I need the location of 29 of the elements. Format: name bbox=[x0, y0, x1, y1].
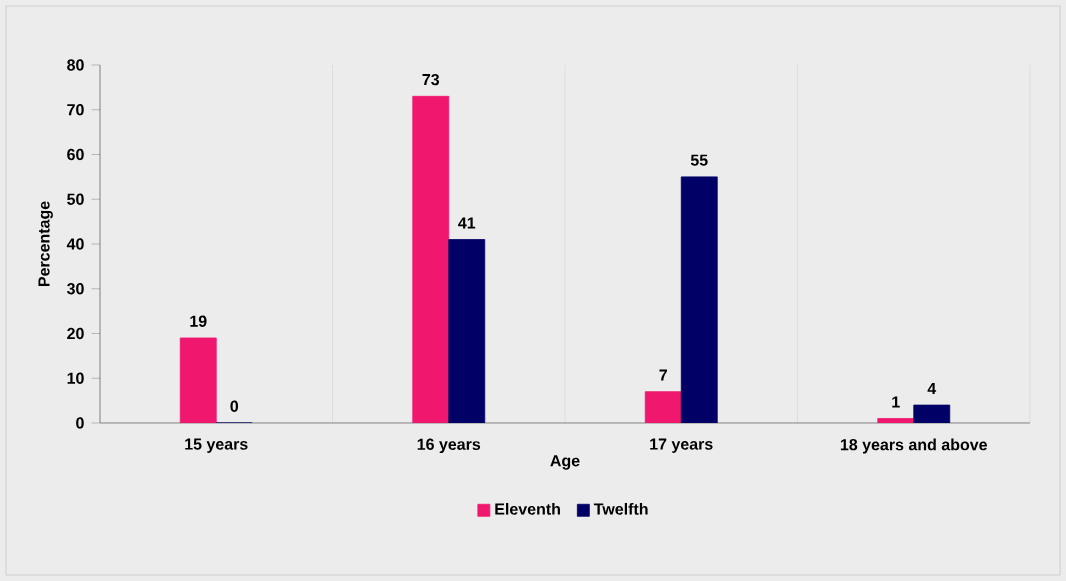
y-tick-label: 70 bbox=[67, 104, 84, 116]
y-tick-label: 80 bbox=[67, 59, 84, 71]
x-tick-label: 16 years bbox=[417, 438, 481, 454]
x-tick-label: 18 years and above bbox=[840, 438, 987, 454]
bar bbox=[644, 391, 682, 423]
data-label: 73 bbox=[422, 73, 440, 86]
y-axis-title: Percentage bbox=[38, 201, 53, 287]
y-tick-label: 10 bbox=[67, 372, 84, 384]
legend-label: Twelfth bbox=[593, 502, 648, 515]
bar bbox=[179, 337, 217, 423]
data-label: 19 bbox=[190, 315, 207, 327]
y-tick-label: 40 bbox=[66, 238, 84, 250]
bar bbox=[877, 418, 915, 423]
x-tick-label: 17 years bbox=[650, 438, 713, 453]
bar bbox=[412, 95, 450, 423]
data-label: 1 bbox=[892, 396, 900, 408]
x-tick-label: 15 years bbox=[185, 438, 248, 453]
data-label: 7 bbox=[659, 369, 667, 381]
y-tick-label: 60 bbox=[67, 148, 84, 161]
y-tick-label: 50 bbox=[67, 193, 84, 205]
y-tick-label: 30 bbox=[66, 283, 84, 295]
data-label: 4 bbox=[927, 383, 937, 395]
data-label: 55 bbox=[690, 154, 708, 166]
y-tick-label: 0 bbox=[76, 417, 84, 429]
legend-label: Eleventh bbox=[495, 502, 560, 515]
data-label: 0 bbox=[230, 400, 239, 412]
data-label: 41 bbox=[458, 217, 476, 229]
y-tick-label: 20 bbox=[67, 327, 84, 340]
x-axis-title: Age bbox=[550, 455, 580, 470]
